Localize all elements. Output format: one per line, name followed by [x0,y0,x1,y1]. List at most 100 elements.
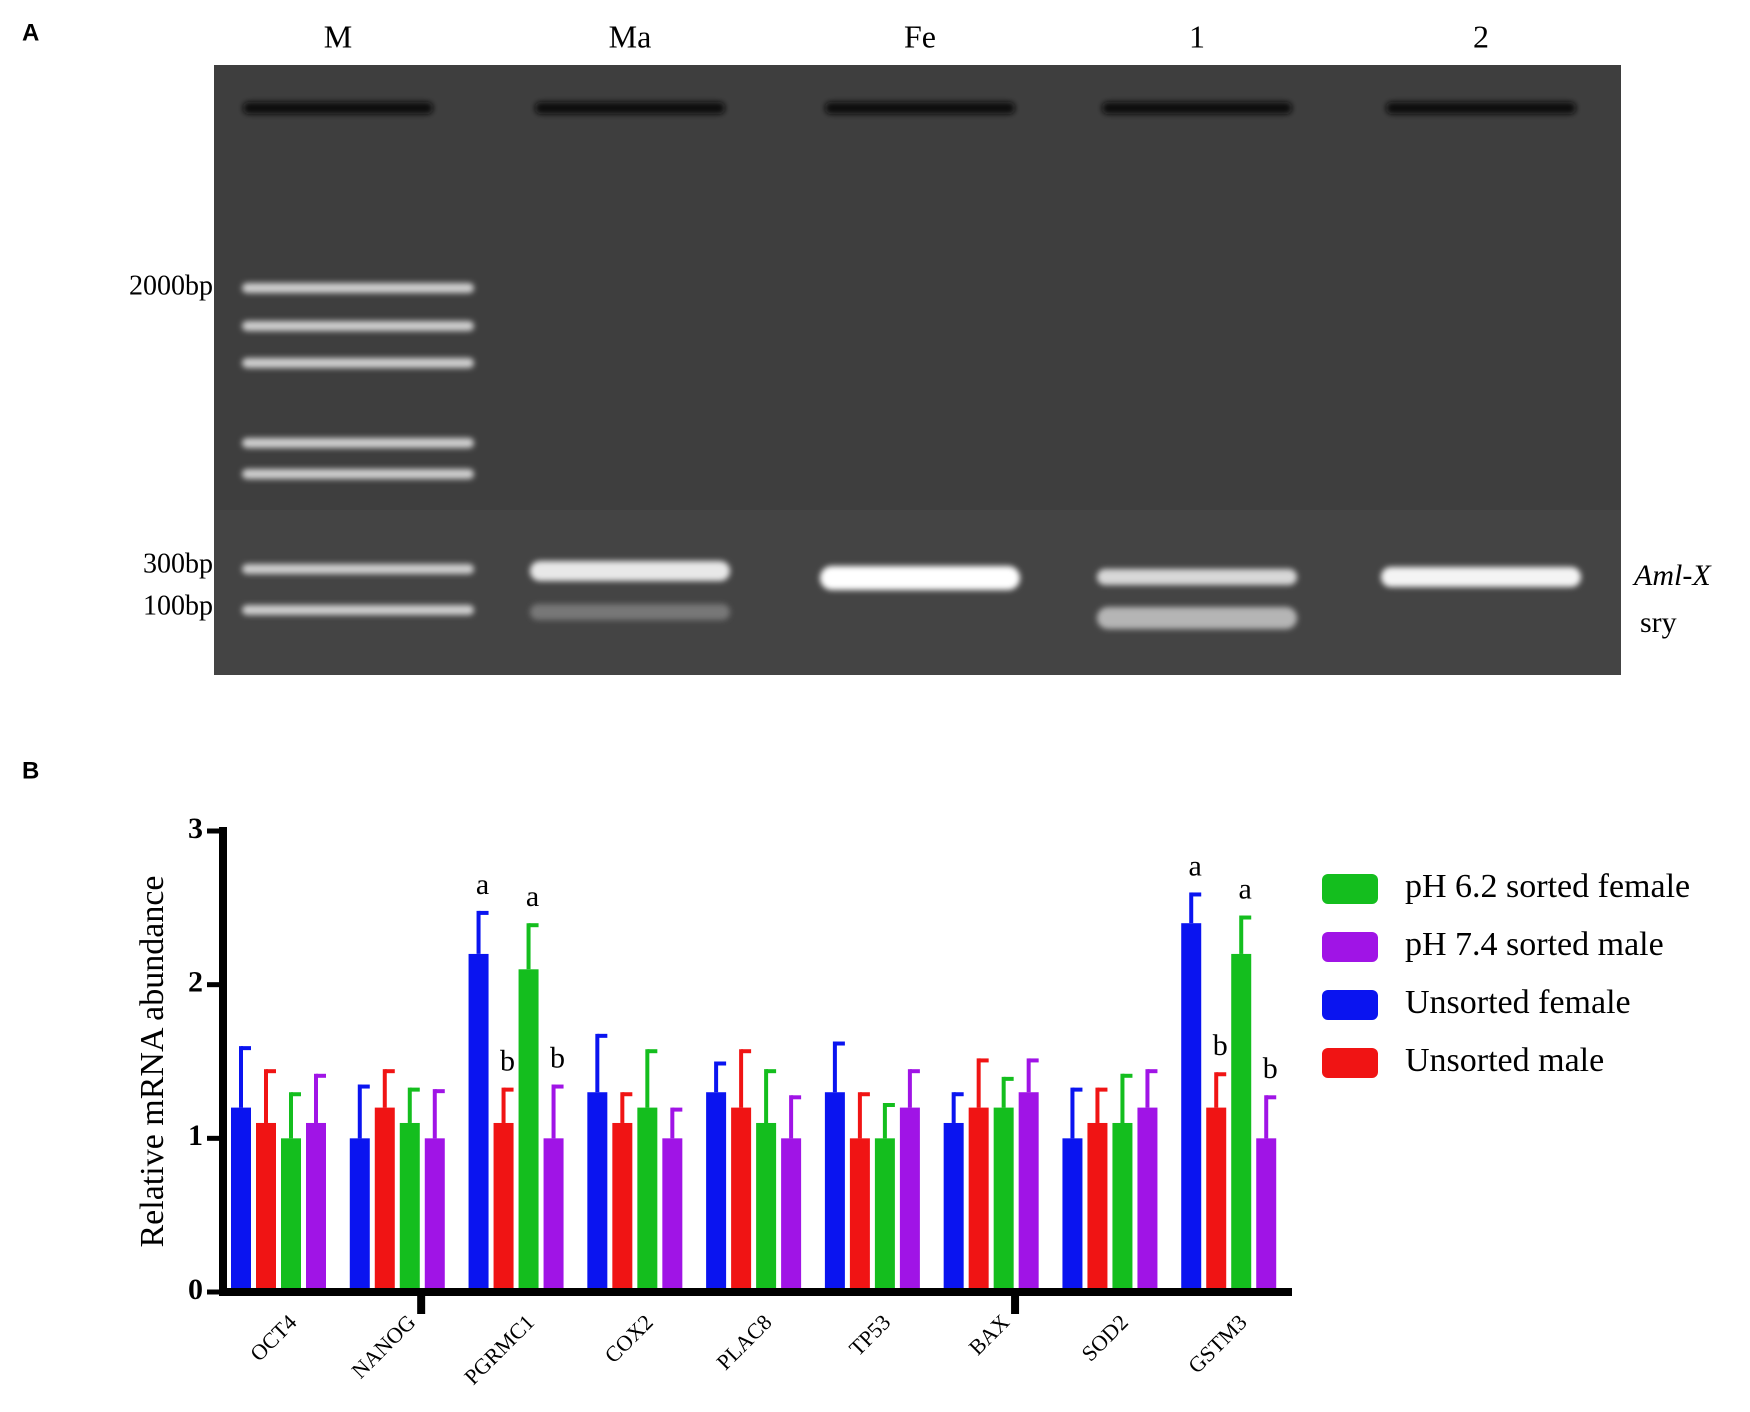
marker-label: 300bp [143,548,213,579]
bar [849,1138,870,1292]
gel-image [214,65,1621,675]
bar [399,1122,420,1292]
x-tick-label: PLAC8 [711,1309,776,1374]
bar [1087,1122,1108,1292]
ladder-band [242,605,474,615]
ladder-band [242,283,474,293]
bar [1256,1138,1277,1292]
marker-label: 2000bp [129,270,213,301]
legend-swatch [1322,990,1378,1020]
x-tick-label: PGRMC1 [459,1309,539,1389]
bar [612,1122,633,1292]
marker-label: 100bp [143,590,213,621]
significance-letter: a [476,868,489,901]
well [1102,102,1292,114]
bar [468,953,489,1292]
legend-label: Unsorted female [1405,984,1631,1021]
bar [1137,1107,1158,1292]
ladder-band [242,321,474,331]
bar [306,1122,326,1292]
legend-label: Unsorted male [1405,1042,1604,1079]
bar [281,1138,301,1292]
significance-letter: a [1239,872,1252,905]
bar [1018,1092,1039,1292]
legend-label: pH 6.2 sorted female [1405,868,1690,905]
gel-shade [214,510,1621,675]
bar [424,1138,445,1292]
y-tick-label: 3 [188,812,203,845]
dna-band [1381,567,1581,587]
x-tick-label: COX2 [600,1309,658,1367]
legend-swatch [1322,1048,1378,1078]
legend-label: pH 7.4 sorted male [1405,926,1664,963]
dna-band [1097,607,1297,629]
bar [781,1138,802,1292]
bar [518,969,539,1292]
well [535,102,725,114]
bar [587,1092,608,1292]
significance-letter: b [550,1041,565,1074]
bar [756,1122,777,1292]
x-tick-label: OCT4 [245,1309,302,1366]
bar [543,1138,564,1292]
bar [637,1107,658,1292]
lane-label: M [324,18,352,54]
bar [874,1138,895,1292]
x-tick-label: TP53 [844,1309,895,1360]
band-label: sry [1640,606,1677,639]
bar [706,1092,727,1292]
bar [374,1107,395,1292]
y-tick-label: 2 [188,966,203,999]
significance-letter: b [500,1045,515,1078]
bar [824,1092,845,1292]
bar [662,1138,683,1292]
bar [493,1122,514,1292]
ladder-band [242,358,474,368]
ladder-band [242,438,474,448]
legend-swatch [1322,874,1378,904]
dna-band [1097,569,1297,585]
legend-swatch [1322,932,1378,962]
x-tick-label: GSTM3 [1183,1309,1252,1378]
y-tick-label: 1 [188,1119,203,1152]
bar [349,1138,370,1292]
bar [731,1107,752,1292]
panel-label: A [22,19,39,46]
panel-label: B [22,757,39,784]
ladder-band [242,469,474,479]
significance-letter: b [1263,1052,1278,1085]
bar [968,1107,989,1292]
bar [1181,923,1202,1292]
bar [231,1107,251,1292]
y-axis-label: Relative mRNA abundance [134,875,171,1247]
well [1386,102,1576,114]
bar [1231,953,1252,1292]
bar [943,1122,964,1292]
dna-band [530,561,730,581]
bar [1062,1138,1083,1292]
significance-letter: a [1189,849,1202,882]
y-tick-label: 0 [188,1273,203,1306]
bar [899,1107,920,1292]
bar [256,1122,276,1292]
bar [1206,1107,1227,1292]
lane-label: Fe [904,18,936,54]
well [825,102,1015,114]
well [243,102,433,114]
bar [993,1107,1014,1292]
lane-label: 2 [1473,18,1489,54]
bar [1112,1122,1133,1292]
lane-label: 1 [1189,18,1205,54]
significance-letter: b [1213,1029,1228,1062]
x-tick-label: SOD2 [1076,1309,1133,1366]
dna-band [530,604,730,620]
x-tick-label: BAX [964,1309,1015,1360]
significance-letter: a [526,880,539,913]
lane-label: Ma [609,18,652,54]
ladder-band [242,564,474,574]
band-label: Aml-X [1632,559,1712,592]
x-tick-label: NANOG [346,1309,420,1383]
dna-band [820,566,1020,590]
